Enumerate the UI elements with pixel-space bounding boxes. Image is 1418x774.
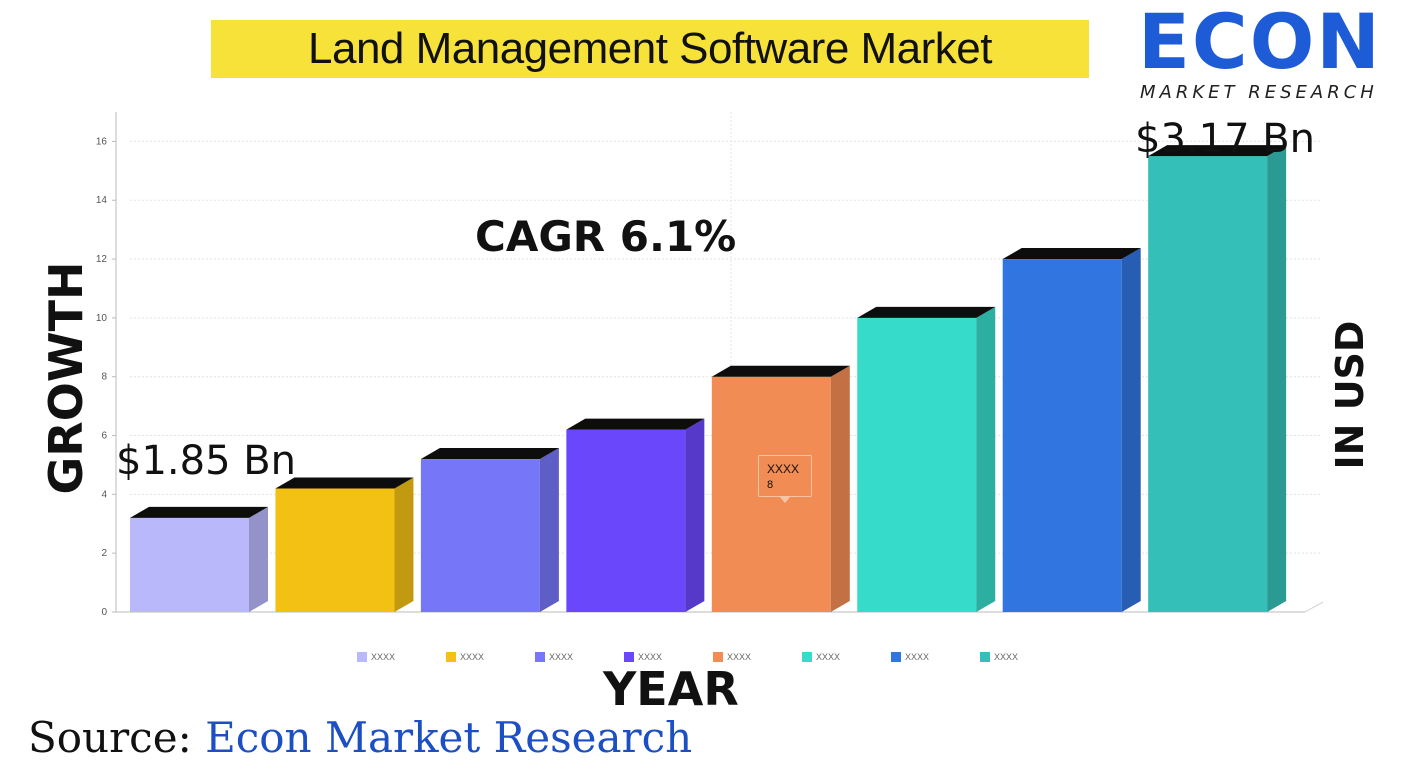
y-tick-label: 14 <box>96 195 108 206</box>
legend-swatch <box>624 652 634 662</box>
legend-swatch <box>802 652 812 662</box>
bar-tooltip: XXXX 8 <box>758 455 812 503</box>
x-axis-title: YEAR <box>603 662 739 716</box>
bar <box>1148 156 1268 612</box>
econ-logo: ECON MARKET RESEARCH <box>1138 4 1400 104</box>
bar-side-face <box>830 365 850 612</box>
legend-swatch <box>357 652 367 662</box>
bar-top-face <box>857 306 996 318</box>
bar-top-face <box>566 418 705 430</box>
y-tick-label: 12 <box>96 254 108 265</box>
chart-title-banner: Land Management Software Market <box>211 20 1089 78</box>
legend-label: XXXX <box>460 652 484 662</box>
chart-title: Land Management Software Market <box>308 24 993 73</box>
tooltip-name: XXXX <box>767 462 800 476</box>
bar <box>420 459 540 612</box>
bar-top-face <box>420 448 559 460</box>
first-value-annotation: $1.85 Bn <box>116 438 297 484</box>
y-tick-label: 2 <box>101 548 107 559</box>
legend-label: XXXX <box>371 652 395 662</box>
legend-label: XXXX <box>905 652 929 662</box>
tooltip-value: 8 <box>767 479 774 491</box>
bar-side-face <box>249 506 268 612</box>
y-tick-label: 16 <box>96 136 108 147</box>
bar-side-face <box>1121 248 1141 612</box>
bar-side-face <box>539 448 559 612</box>
bar <box>1002 259 1122 612</box>
y-tick-label: 0 <box>101 607 107 618</box>
bar-side-face <box>394 477 414 612</box>
y-tick-label: 8 <box>101 372 107 383</box>
legend-swatch <box>980 652 990 662</box>
cagr-annotation: CAGR 6.1% <box>475 212 737 261</box>
source-link[interactable]: Econ Market Research <box>205 713 693 762</box>
bar-side-face <box>685 418 705 612</box>
legend-swatch <box>446 652 456 662</box>
bar <box>275 488 395 612</box>
bar <box>857 317 977 612</box>
bar-top-face <box>130 506 268 518</box>
y-axis-title: GROWTH <box>39 261 93 495</box>
legend-swatch <box>891 652 901 662</box>
bar-top-face <box>711 365 850 377</box>
legend-label: XXXX <box>727 652 751 662</box>
legend-swatch <box>535 652 545 662</box>
source-line: Source: Econ Market Research <box>28 713 692 762</box>
logo-wordmark: ECON <box>1138 0 1382 86</box>
y-axis-unit-title: IN USD <box>1328 320 1372 470</box>
bar-top-face <box>275 477 414 489</box>
last-value-annotation: $3.17 Bn <box>1135 116 1316 162</box>
source-prefix: Source: <box>28 713 206 762</box>
legend-swatch <box>713 652 723 662</box>
bar <box>130 517 249 612</box>
legend-label: XXXX <box>549 652 573 662</box>
legend-label: XXXX <box>638 652 662 662</box>
y-tick-label: 4 <box>101 489 107 500</box>
bar-top-face <box>1002 248 1141 260</box>
bar-top-face <box>1148 145 1287 157</box>
y-tick-label: 6 <box>101 431 107 442</box>
bar <box>566 429 686 612</box>
tooltip-pointer <box>779 496 791 503</box>
logo-subtitle: MARKET RESEARCH <box>1140 82 1378 103</box>
floor-edge <box>1304 601 1324 613</box>
bar-side-face <box>976 306 996 612</box>
legend-label: XXXX <box>816 652 840 662</box>
bar-side-face <box>1267 145 1287 612</box>
legend-label: XXXX <box>994 652 1018 662</box>
y-tick-label: 10 <box>96 313 108 324</box>
